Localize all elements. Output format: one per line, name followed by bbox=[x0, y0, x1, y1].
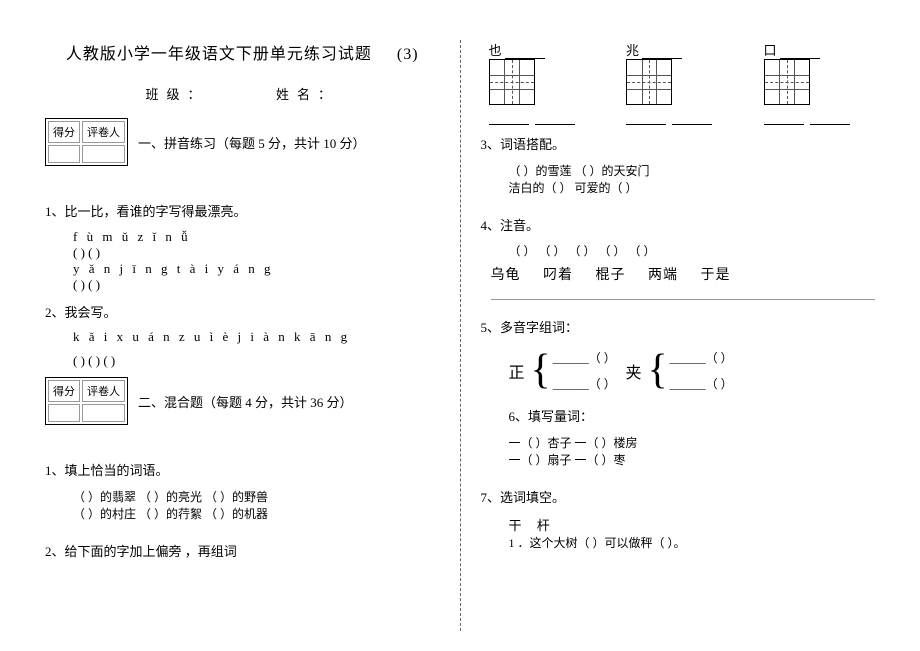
word: 叼着 bbox=[543, 268, 573, 283]
score-col1: 得分 bbox=[48, 121, 80, 143]
brace-item: ______（ ） bbox=[670, 377, 733, 391]
section-2-text: 二、混合题（每题 4 分，共计 36 分） bbox=[138, 392, 353, 411]
q4: 4、注音。 bbox=[481, 214, 876, 239]
q1-1-row3: y ǎ n j ī n g t à i y á n g bbox=[73, 261, 440, 277]
q5-char1: 正 bbox=[509, 359, 525, 383]
q1-1-row2: ( ) ( ) bbox=[73, 245, 440, 261]
brace-icon: { bbox=[531, 354, 551, 388]
brace-item: ______（ ） bbox=[553, 377, 616, 391]
q2-2: 2、给下面的字加上偏旁 ，再组词 bbox=[45, 540, 440, 565]
brace-item: ______（ ） bbox=[670, 351, 733, 365]
q1-1-row4: ( ) ( ) bbox=[73, 277, 440, 293]
blank bbox=[642, 42, 682, 59]
q1-2-row1: k ǎ i x u á n z u ì è j i à n k ā n g bbox=[73, 329, 440, 345]
char-a: 也 bbox=[489, 43, 502, 58]
brace-item: ______（ ） bbox=[553, 351, 616, 365]
char-c: 口 bbox=[764, 43, 777, 58]
word: 棍子 bbox=[596, 268, 626, 283]
q1-1-row1: f ù m ǔ z ǐ n ǚ bbox=[73, 229, 440, 245]
q3: 3、词语搭配。 bbox=[481, 133, 876, 158]
q5: 5、多音字组词： bbox=[481, 316, 876, 341]
q5-char2: 夹 bbox=[625, 359, 641, 383]
word: 乌龟 bbox=[491, 268, 521, 283]
title-suffix: (3) bbox=[397, 46, 419, 63]
left-column: 人教版小学一年级语文下册单元练习试题 (3) 班级： 姓名： 得分 评卷人 一、… bbox=[30, 40, 455, 631]
tian-grid bbox=[626, 59, 672, 105]
score2-col2: 评卷人 bbox=[82, 380, 125, 402]
score-box-2: 得分 评卷人 bbox=[45, 377, 128, 425]
column-divider bbox=[460, 40, 461, 631]
tian-grid bbox=[764, 59, 810, 105]
page-title: 人教版小学一年级语文下册单元练习试题 (3) bbox=[45, 40, 440, 64]
brace-items: ______（ ） ______（ ） bbox=[553, 345, 616, 398]
q7: 7、选词填空。 bbox=[481, 486, 876, 511]
score-box: 得分 评卷人 bbox=[45, 118, 128, 166]
section-1-header: 得分 评卷人 一、拼音练习（每题 5 分，共计 10 分） bbox=[45, 118, 440, 166]
tian-grid bbox=[489, 59, 535, 105]
section-1-text: 一、拼音练习（每题 5 分，共计 10 分） bbox=[138, 133, 366, 152]
char-slot-c: 口 bbox=[764, 40, 868, 125]
q3-row1: （ ）的雪莲 （ ）的天安门 bbox=[509, 162, 876, 179]
brace-icon: { bbox=[647, 354, 667, 388]
q2-1-row2: （ ）的村庄 （ ）的荇絮 （ ）的机器 bbox=[73, 505, 440, 522]
q4-words: 乌龟 叼着 棍子 两端 于是 bbox=[491, 259, 876, 300]
title-text: 人教版小学一年级语文下册单元练习试题 bbox=[66, 46, 372, 63]
char-b: 兆 bbox=[626, 43, 639, 58]
q1-2-row2: ( ) ( ) ( ) bbox=[73, 353, 440, 369]
q1-2: 2、我会写。 bbox=[45, 301, 440, 326]
blank bbox=[780, 42, 820, 59]
q6-row2: 一（ ）扇子 一（ ）枣 bbox=[509, 451, 876, 468]
tian-row: 也 兆 口 bbox=[481, 40, 876, 125]
name-label: 姓名： bbox=[276, 87, 339, 102]
q3-row2: 洁白的（ ） 可爱的（ ） bbox=[509, 179, 876, 196]
q2-1-row1: （ ）的翡翠 （ ）的亮光 （ ）的野兽 bbox=[73, 488, 440, 505]
blank bbox=[505, 42, 545, 59]
q4-blanks: （ ） （ ） （ ） （ ） （ ） bbox=[509, 242, 876, 259]
q5-braces: 正 { ______（ ） ______（ ） 夹 { ______（ ） __… bbox=[509, 345, 876, 398]
q6-row1: 一（ ）杏子 一（ ）楼房 bbox=[509, 434, 876, 451]
q7-sent: 1 ．这个大树（ ）可以做秤（ ）。 bbox=[509, 534, 876, 551]
section-2-header: 得分 评卷人 二、混合题（每题 4 分，共计 36 分） bbox=[45, 377, 440, 425]
word: 两端 bbox=[648, 268, 678, 283]
score2-col1: 得分 bbox=[48, 380, 80, 402]
q1-1: 1、比一比，看谁的字写得最漂亮。 bbox=[45, 200, 440, 225]
q6: 6、填写量词： bbox=[509, 405, 876, 430]
q7-opts: 干 杆 bbox=[509, 515, 876, 534]
score-col2: 评卷人 bbox=[82, 121, 125, 143]
char-slot-a: 也 bbox=[489, 40, 593, 125]
class-label: 班级： bbox=[145, 87, 208, 102]
right-column: 也 兆 口 bbox=[466, 40, 891, 631]
brace-items: ______（ ） ______（ ） bbox=[670, 345, 733, 398]
meta-row: 班级： 姓名： bbox=[45, 84, 440, 103]
q2-1: 1、填上恰当的词语。 bbox=[45, 459, 440, 484]
word: 于是 bbox=[701, 268, 731, 283]
char-slot-b: 兆 bbox=[626, 40, 730, 125]
